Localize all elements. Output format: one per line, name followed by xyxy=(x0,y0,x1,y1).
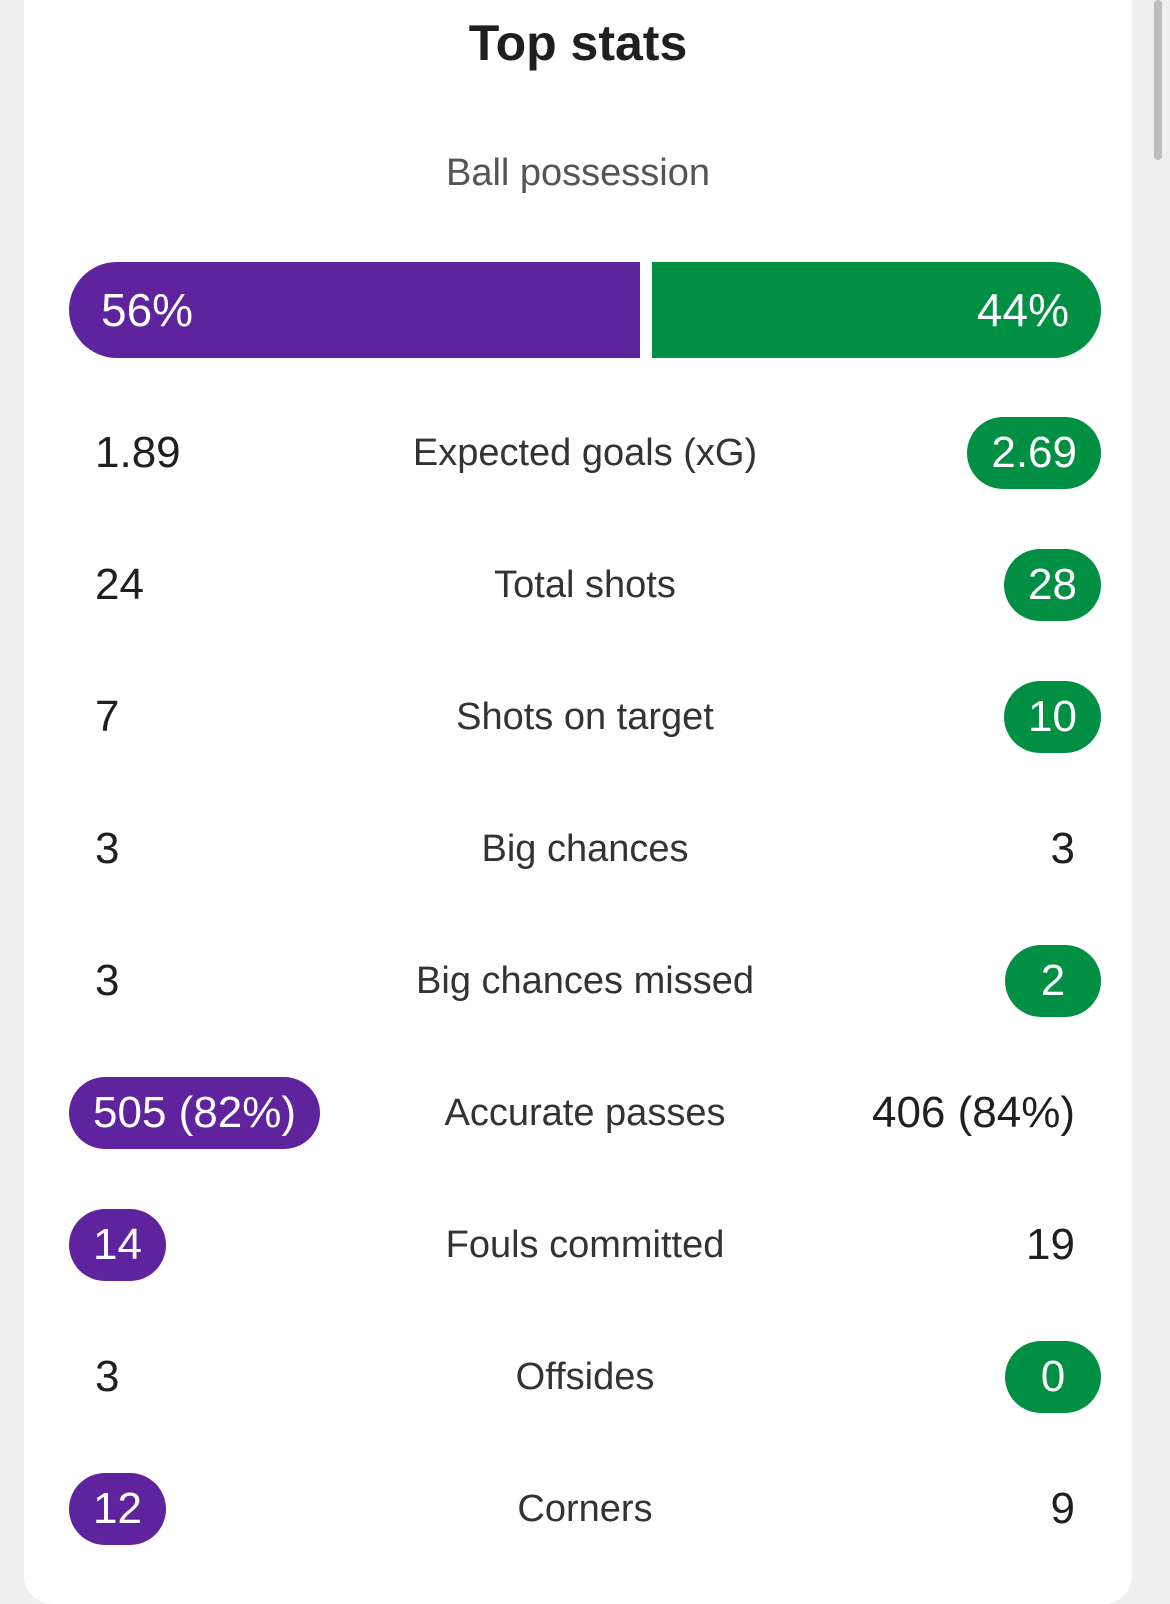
stat-home-value: 3 xyxy=(95,824,120,873)
top-stats-card: Top stats Ball possession 56% 44% Expect… xyxy=(24,0,1132,1604)
stat-label: Shots on target xyxy=(456,696,714,738)
stat-row: Expected goals (xG) 1.89 2.69 xyxy=(69,417,1101,489)
stat-label: Big chances xyxy=(481,828,689,870)
stat-label: Expected goals (xG) xyxy=(412,432,758,474)
stat-row: Fouls committed 14 19 xyxy=(69,1209,1101,1281)
stat-label: Total shots xyxy=(494,564,676,606)
stat-label: Offsides xyxy=(515,1356,655,1398)
stat-home-value: 12 xyxy=(69,1473,166,1545)
stat-away-value: 19 xyxy=(1026,1220,1075,1269)
stat-row: Corners 12 9 xyxy=(69,1473,1101,1545)
stat-away-value: 2 xyxy=(1005,945,1101,1017)
stat-label: Fouls committed xyxy=(445,1224,725,1266)
stat-away-value: 10 xyxy=(1004,681,1101,753)
stat-home-value: 1.89 xyxy=(95,428,181,477)
possession-home-segment: 56% xyxy=(69,262,641,358)
possession-away-segment: 44% xyxy=(652,262,1101,358)
stat-home-value: 14 xyxy=(69,1209,166,1281)
stat-away-value: 0 xyxy=(1005,1341,1101,1413)
stat-away-value: 3 xyxy=(1050,824,1075,873)
stat-away-value: 406 (84%) xyxy=(871,1088,1075,1137)
stat-row: Offsides 3 0 xyxy=(69,1341,1101,1413)
stat-label: Accurate passes xyxy=(444,1092,726,1134)
stat-away-value: 9 xyxy=(1050,1484,1075,1533)
stat-row: Big chances 3 3 xyxy=(69,813,1101,885)
stat-label: Corners xyxy=(517,1488,653,1530)
section-title: Top stats xyxy=(468,15,688,71)
stat-row: Big chances missed 3 2 xyxy=(69,945,1101,1017)
stat-home-value: 3 xyxy=(95,956,120,1005)
stat-row: Total shots 24 28 xyxy=(69,549,1101,621)
stat-row: Shots on target 7 10 xyxy=(69,681,1101,753)
stat-home-value: 3 xyxy=(95,1352,120,1401)
stat-row: Accurate passes 505 (82%) 406 (84%) xyxy=(69,1077,1101,1149)
stat-away-value: 2.69 xyxy=(967,417,1101,489)
stat-home-value: 24 xyxy=(95,560,144,609)
stat-home-value: 505 (82%) xyxy=(69,1077,321,1149)
stat-home-value: 7 xyxy=(95,692,120,741)
stat-away-value: 28 xyxy=(1004,549,1101,621)
possession-bar: 56% 44% xyxy=(69,262,1101,358)
scrollbar[interactable] xyxy=(1154,0,1162,160)
stat-label: Big chances missed xyxy=(416,960,754,1002)
possession-label: Ball possession xyxy=(445,152,711,194)
